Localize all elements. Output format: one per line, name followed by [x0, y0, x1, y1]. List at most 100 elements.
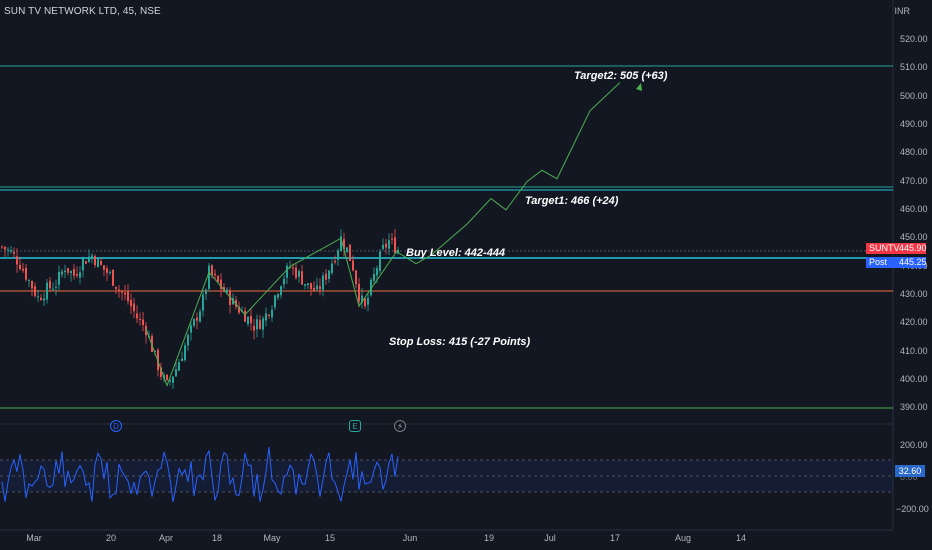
- candle-body: [7, 249, 9, 251]
- candle-body: [391, 238, 393, 240]
- candle-body: [385, 243, 387, 248]
- candle-body: [277, 294, 279, 298]
- candle-body: [220, 279, 222, 290]
- time-axis-label: 20: [105, 533, 117, 543]
- candle-body: [139, 318, 141, 320]
- price-axis-label: 430.00: [900, 288, 928, 299]
- candle-body: [250, 315, 252, 324]
- candle-body: [268, 314, 270, 316]
- candle-body: [355, 270, 357, 285]
- candle-body: [55, 286, 57, 288]
- candle-body: [379, 251, 381, 271]
- candle-body: [94, 256, 96, 266]
- candle-body: [265, 313, 267, 321]
- candle-body: [19, 264, 21, 270]
- candle-body: [88, 256, 90, 262]
- candle-body: [367, 297, 369, 305]
- rsi-line: [1, 447, 399, 502]
- candle-body: [43, 298, 45, 301]
- candle-body: [196, 317, 198, 321]
- time-axis-label: 17: [609, 533, 621, 543]
- earnings-event-icon[interactable]: E: [349, 420, 361, 432]
- candle-body: [67, 268, 69, 273]
- candle-body: [283, 278, 285, 285]
- candle-body: [310, 282, 312, 290]
- candle-body: [370, 279, 372, 296]
- candle-body: [208, 265, 210, 289]
- time-axis-label: Apr: [158, 533, 174, 543]
- candle-body: [217, 275, 219, 282]
- candle-body: [112, 269, 114, 286]
- stop-loss-label: Stop Loss: 415 (-27 Points): [389, 336, 531, 348]
- candle-body: [253, 326, 255, 331]
- post-price-tag[interactable]: Post 445.25: [866, 257, 927, 268]
- candle-body: [145, 325, 147, 336]
- candle-body: [319, 286, 321, 290]
- candle-body: [244, 310, 246, 322]
- time-axis-label: Mar: [26, 533, 42, 543]
- candle-body: [322, 275, 324, 290]
- candle-body: [376, 268, 378, 276]
- candle-body: [274, 295, 276, 308]
- candle-body: [304, 284, 306, 286]
- time-axis-label: 15: [324, 533, 336, 543]
- candle-body: [4, 246, 6, 250]
- candle-body: [28, 280, 30, 282]
- target1-label: Target1: 466 (+24): [525, 195, 619, 207]
- candle-body: [160, 367, 162, 377]
- candle-body: [16, 256, 18, 265]
- candle-body: [61, 271, 63, 275]
- candle-body: [388, 240, 390, 249]
- candle-body: [334, 260, 336, 263]
- price-axis-label: 510.00: [900, 62, 928, 73]
- price-axis-label: 480.00: [900, 147, 928, 158]
- time-axis-label: May: [263, 533, 281, 543]
- candle-body: [211, 265, 213, 276]
- candle-body: [178, 362, 180, 371]
- candle-body: [133, 303, 135, 312]
- dividend-event-icon[interactable]: D: [110, 420, 122, 432]
- candle-body: [175, 369, 177, 377]
- candle-body: [364, 298, 366, 307]
- symbol-title[interactable]: SUN TV NETWORK LTD, 45, NSE: [4, 6, 161, 17]
- candle-body: [187, 335, 189, 346]
- candle-body: [1, 246, 3, 248]
- candle-body: [373, 274, 375, 281]
- price-axis-label: 470.00: [900, 175, 928, 186]
- post-price-value: 445.25: [899, 257, 927, 267]
- candle-body: [295, 267, 297, 278]
- rsi-axis-label-bottom: −200.00: [896, 504, 929, 514]
- candle-body: [124, 292, 126, 295]
- candle-body: [313, 287, 315, 292]
- buy-level-label: Buy Level: 442-444: [406, 247, 506, 259]
- candle-body: [202, 294, 204, 311]
- last-price-tag[interactable]: SUNTV445.90: [866, 243, 927, 254]
- candle-body: [22, 268, 24, 271]
- wave-pattern-line[interactable]: [145, 237, 399, 387]
- candle-body: [13, 252, 15, 254]
- candle-body: [73, 268, 75, 276]
- candle-body: [340, 236, 342, 251]
- price-axis-label: 400.00: [900, 373, 928, 384]
- candle-body: [181, 358, 183, 362]
- candle-body: [298, 271, 300, 277]
- candle-body: [349, 244, 351, 261]
- time-axis-label: Aug: [674, 533, 692, 543]
- split-event-icon[interactable]: ⚡: [394, 420, 406, 432]
- candle-body: [118, 289, 120, 291]
- candle-body: [79, 272, 81, 278]
- time-axis-label: Jun: [402, 533, 418, 543]
- candle-body: [34, 286, 36, 296]
- candle-body: [301, 271, 303, 285]
- candle-body: [352, 260, 354, 271]
- candle-body: [280, 286, 282, 296]
- rsi-value-tag: 32.60: [895, 465, 925, 477]
- candle-body: [121, 290, 123, 293]
- projection-path[interactable]: [397, 82, 621, 265]
- candle-body: [76, 274, 78, 276]
- candle-body: [328, 270, 330, 279]
- candle-body: [286, 265, 288, 278]
- price-axis-label: 420.00: [900, 317, 928, 328]
